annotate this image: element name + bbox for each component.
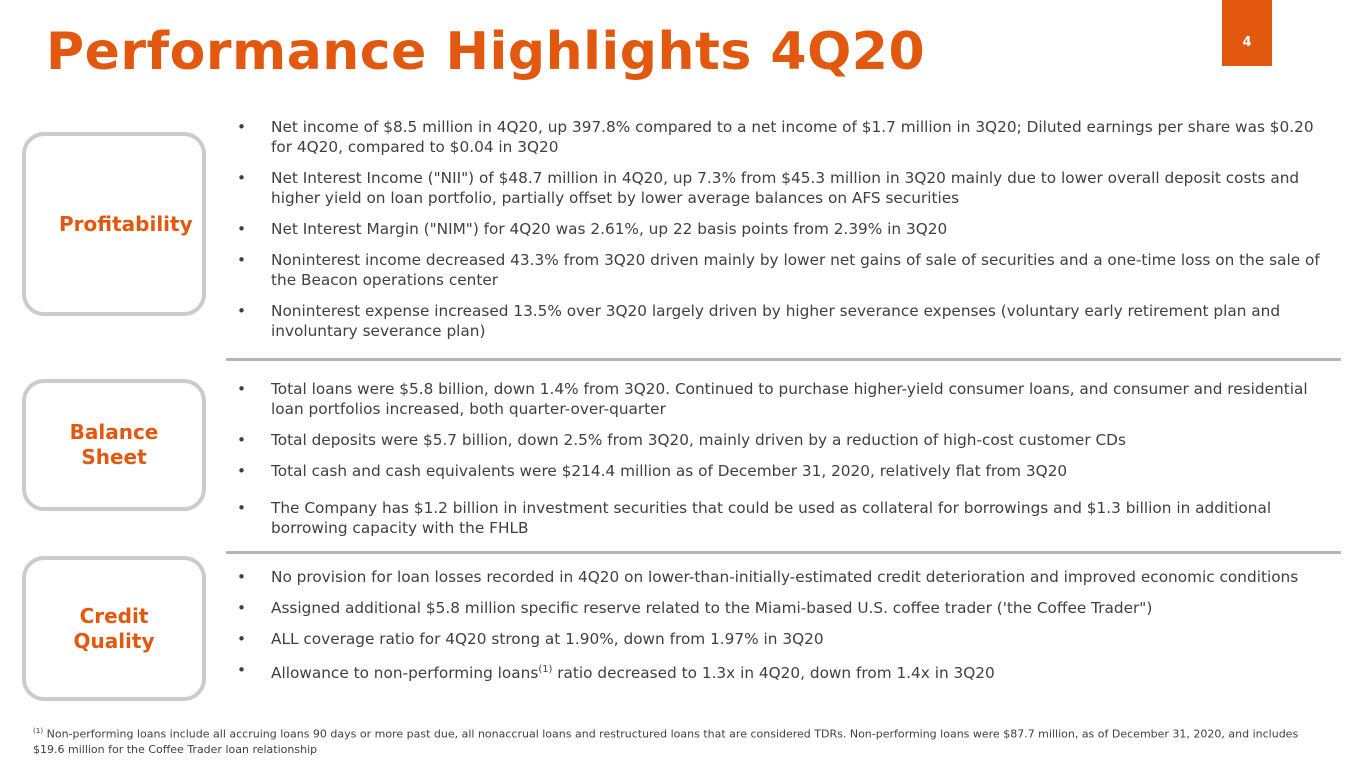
bullet-list: No provision for loan losses recorded in… <box>237 567 1337 694</box>
bullet-text: Net Interest Income ("NII") of $48.7 mil… <box>271 169 1300 207</box>
section-label: Balance Sheet <box>69 420 159 469</box>
separator <box>226 358 1341 361</box>
bullet-text: No provision for loan losses recorded in… <box>271 568 1299 586</box>
bullet: Net Interest Income ("NII") of $48.7 mil… <box>237 168 1337 208</box>
bullet-text: Total cash and cash equivalents were $21… <box>271 462 1068 480</box>
bullet-text: Allowance to non-performing loans <box>271 664 539 683</box>
bullet: Total deposits were $5.7 billion, down 2… <box>237 430 1337 450</box>
bullet: Net income of $8.5 million in 4Q20, up 3… <box>237 117 1337 157</box>
bullet: Noninterest income decreased 43.3% from … <box>237 250 1337 290</box>
section-label: Credit Quality <box>73 603 155 653</box>
bullet: Allowance to non-performing loans(1) rat… <box>237 660 1337 683</box>
separator <box>226 551 1341 554</box>
bullet: No provision for loan losses recorded in… <box>237 567 1337 587</box>
bullet-text: Total deposits were $5.7 billion, down 2… <box>271 431 1126 449</box>
bullet-list: Net income of $8.5 million in 4Q20, up 3… <box>237 117 1337 352</box>
bullet-text: ratio decreased to 1.3x in 4Q20, down fr… <box>552 664 995 683</box>
footnote: (1) Non-performing loans include all acc… <box>33 723 1323 757</box>
bullet-text: Net income of $8.5 million in 4Q20, up 3… <box>271 118 1314 156</box>
bullet-text: Assigned additional $5.8 million specifi… <box>271 599 1153 617</box>
footnote-text: Non-performing loans include all accruin… <box>33 727 1299 756</box>
superscript: (1) <box>538 664 553 675</box>
section-label-box: Profitability <box>22 132 206 316</box>
title: Performance Highlights 4Q20 <box>46 22 926 82</box>
bullet: Assigned additional $5.8 million specifi… <box>237 598 1337 618</box>
bullet-text: The Company has $1.2 billion in investme… <box>271 499 1272 537</box>
bullet-text: Net Interest Margin ("NIM") for 4Q20 was… <box>271 220 948 238</box>
bullet: Net Interest Margin ("NIM") for 4Q20 was… <box>237 219 1337 239</box>
footnote-marker: (1) <box>33 726 44 735</box>
bullet-text: ALL coverage ratio for 4Q20 strong at 1.… <box>271 630 824 648</box>
bullet: ALL coverage ratio for 4Q20 strong at 1.… <box>237 629 1337 649</box>
section-label-box: Balance Sheet <box>22 379 206 511</box>
page-number: 4 <box>1222 0 1272 66</box>
bullet-list: Total loans were $5.8 billion, down 1.4%… <box>237 379 1337 549</box>
bullet-text: Noninterest expense increased 13.5% over… <box>271 302 1281 340</box>
bullet-text: Total loans were $5.8 billion, down 1.4%… <box>271 380 1308 418</box>
bullet: Total loans were $5.8 billion, down 1.4%… <box>237 379 1337 419</box>
bullet: Noninterest expense increased 13.5% over… <box>237 301 1337 341</box>
bullet: Total cash and cash equivalents were $21… <box>237 461 1337 481</box>
section-label-box: Credit Quality <box>22 556 206 701</box>
section-label: Profitability <box>59 211 193 236</box>
bullet: The Company has $1.2 billion in investme… <box>237 498 1337 538</box>
bullet-text: Noninterest income decreased 43.3% from … <box>271 251 1320 289</box>
